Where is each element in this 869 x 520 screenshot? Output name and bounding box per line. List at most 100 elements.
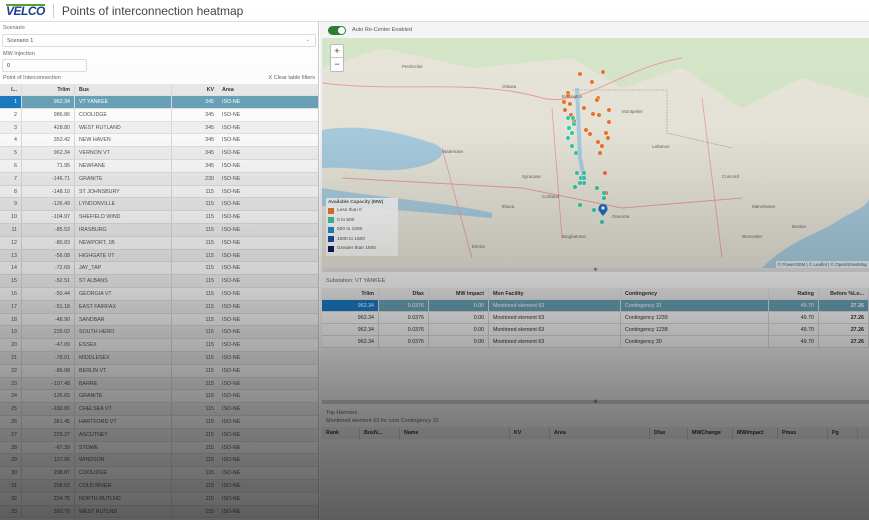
poi-marker[interactable] (606, 119, 612, 125)
table-row[interactable]: 24 -126.65 GRANITE 115 ISO-NE (0, 390, 318, 404)
detail-col[interactable]: Rating (769, 288, 819, 299)
table-row[interactable]: 15 -52.51 ST ALBANS 115 ISO-NE (0, 275, 318, 288)
poi-marker[interactable] (577, 180, 583, 186)
harmers-col[interactable]: BusN... (360, 427, 400, 439)
table-row[interactable]: 29 127.06 WINDSOR 115 ISO-NE (0, 454, 318, 468)
table-row[interactable]: 10 -104.97 SHEFIELD WIND 115 ISO-NE (0, 211, 318, 224)
poi-marker[interactable] (583, 127, 589, 133)
table-row[interactable]: 18 -48.90 SANDBAR 115 ISO-NE (0, 313, 318, 327)
table-row[interactable]: 33 392.79 WEST RUTLND 115 ISO-NE (0, 505, 318, 519)
table-row[interactable]: 4 352.42 NEW HAVEN 345 ISO-NE (0, 134, 318, 148)
detail-row[interactable]: 962.34 0.0376 0.00 Monitored element 63 Cont… (322, 300, 869, 312)
harmers-col[interactable]: Pg (828, 427, 858, 439)
poi-marker[interactable] (566, 125, 572, 131)
table-row[interactable]: 30 298.87 COOLIDGE 115 ISO-NE (0, 467, 318, 480)
poi-marker[interactable] (594, 97, 600, 103)
poi-marker[interactable] (581, 175, 587, 181)
detail-col[interactable]: Mon Facility (489, 288, 621, 299)
detail-col[interactable]: Dfax (379, 288, 429, 299)
poi-marker[interactable] (599, 219, 605, 225)
table-row[interactable]: 26 361.45 HARTFORD VT 115 ISO-NE (0, 415, 318, 429)
poi-marker[interactable] (573, 150, 579, 156)
poi-marker[interactable] (569, 130, 575, 136)
table-row[interactable]: 17 -51.18 EAST FAIRFAX 115 ISO-NE (0, 300, 318, 314)
map-attribution[interactable]: © PowerGEM | © Leaflet | © OpenStreetMap (775, 261, 869, 268)
detail-col[interactable]: MW Impact (429, 288, 489, 299)
table-row[interactable]: 20 -47.09 ESSEX 115 ISO-NE (0, 339, 318, 352)
harmers-col[interactable]: Pmax (778, 427, 828, 439)
col-index[interactable]: I... (0, 84, 22, 95)
poi-marker[interactable] (606, 107, 612, 113)
table-row[interactable]: 28 -67.39 STOWE 115 ISO-NE (0, 441, 318, 455)
col-bus[interactable]: Bus (75, 84, 172, 95)
harmers-col[interactable]: MWChange (688, 427, 733, 439)
poi-marker[interactable] (601, 190, 607, 196)
table-row[interactable]: 3 428.80 WEST RUTLAND 345 ISO-NE (0, 121, 318, 135)
poi-marker[interactable] (599, 143, 605, 149)
table-row[interactable]: 25 -180.80 CHELSEA VT 115 ISO-NE (0, 403, 318, 416)
poi-marker[interactable] (603, 130, 609, 136)
table-row[interactable]: 31 208.02 COLD RIVER 115 ISO-NE (0, 479, 318, 493)
poi-marker[interactable] (562, 107, 568, 113)
detail-row[interactable]: 962.34 0.0376 0.00 Monitored element 63 Cont… (322, 324, 869, 336)
table-row[interactable]: 2 986.86 COOLIDGE 345 ISO-NE (0, 108, 318, 122)
poi-marker[interactable] (574, 170, 580, 176)
table-row[interactable]: 12 -80.83 NEWPORT, 1B 115 ISO-NE (0, 236, 318, 250)
table-row[interactable]: 9 -126.49 LYNDONVILLE 115 ISO-NE (0, 198, 318, 212)
table-row[interactable]: 27 225.37 ASCUTNEY 115 ISO-NE (0, 428, 318, 442)
table-row[interactable]: 23 -107.48 BARRE 115 ISO-NE (0, 377, 318, 391)
table-row[interactable]: 11 -85.53 IRASBURG 115 ISO-NE (0, 223, 318, 237)
table-row[interactable]: 1 962.34 VT YANKEE 345 ISO-NE (0, 96, 318, 109)
table-row[interactable]: 7 -146.71 GRANITE 230 ISO-NE (0, 172, 318, 186)
harmers-col[interactable]: KV (510, 427, 550, 439)
harmers-col[interactable]: Dfax (650, 427, 688, 439)
poi-marker[interactable] (561, 99, 567, 105)
table-row[interactable]: 14 -72.69 JAY_TAP 115 ISO-NE (0, 262, 318, 276)
poi-marker[interactable] (565, 115, 571, 121)
poi-marker[interactable] (569, 143, 575, 149)
table-row[interactable]: 19 235.02 SOUTH HERO 115 ISO-NE (0, 326, 318, 340)
zoom-out-button[interactable]: − (334, 59, 340, 69)
poi-marker[interactable] (597, 150, 603, 156)
poi-marker[interactable] (605, 135, 611, 141)
poi-marker[interactable] (594, 185, 600, 191)
poi-marker[interactable] (572, 184, 578, 190)
zoom-in-button[interactable]: + (331, 45, 343, 58)
detail-splitter-handle[interactable]: ✥ (322, 400, 869, 405)
map-tiles[interactable]: Pembroke Ottawa Watertown Syracuse Cortland I… (322, 38, 869, 268)
col-trlim[interactable]: Trlim (22, 84, 75, 95)
detail-col[interactable]: Contingency (621, 288, 769, 299)
table-row[interactable]: 8 -148.10 ST JOHNSBURY 115 ISO-NE (0, 185, 318, 199)
table-row[interactable]: 6 71.95 NEWFANE 345 ISO-NE (0, 159, 318, 173)
harmers-col[interactable]: Name (400, 427, 510, 439)
auto-recenter-toggle[interactable] (328, 26, 346, 35)
table-row[interactable]: 5 962.34 VERNON VT 345 ISO-NE (0, 147, 318, 160)
poi-marker[interactable] (595, 139, 601, 145)
detail-row[interactable]: 962.34 0.0376 0.00 Monitored element 63 Cont… (322, 312, 869, 324)
table-row[interactable]: 22 -89.08 BERLIN VT 115 ISO-NE (0, 364, 318, 378)
poi-marker[interactable] (567, 101, 573, 107)
detail-col[interactable]: Trlim (322, 288, 379, 299)
clear-filters-button[interactable]: X Clear table filters (268, 75, 315, 81)
poi-marker[interactable] (600, 69, 606, 75)
poi-marker[interactable] (596, 112, 602, 118)
mw-injection-input[interactable]: 0 (2, 59, 87, 72)
poi-marker[interactable] (570, 115, 576, 121)
poi-marker[interactable] (565, 93, 571, 99)
col-area[interactable]: Area (222, 87, 234, 93)
map-splitter-handle[interactable]: ✥ (322, 268, 869, 273)
harmers-col[interactable]: Rank (322, 427, 360, 439)
poi-marker[interactable] (587, 131, 593, 137)
table-row[interactable]: 16 -50.44 GEORGIA VT 115 ISO-NE (0, 287, 318, 301)
table-row[interactable]: 21 -78.01 MIDDLESEX 115 ISO-NE (0, 351, 318, 365)
poi-marker[interactable] (601, 195, 607, 201)
poi-marker[interactable] (589, 79, 595, 85)
poi-marker[interactable] (602, 170, 608, 176)
poi-marker[interactable] (590, 111, 596, 117)
poi-marker[interactable] (577, 202, 583, 208)
poi-marker[interactable] (581, 170, 587, 176)
detail-col[interactable]: Before %Lo... (819, 288, 869, 299)
table-row[interactable]: 13 -56.08 HIGHGATE VT 115 ISO-NE (0, 249, 318, 263)
map[interactable]: Pembroke Ottawa Watertown Syracuse Cortland I… (322, 38, 869, 268)
poi-marker[interactable] (581, 105, 587, 111)
